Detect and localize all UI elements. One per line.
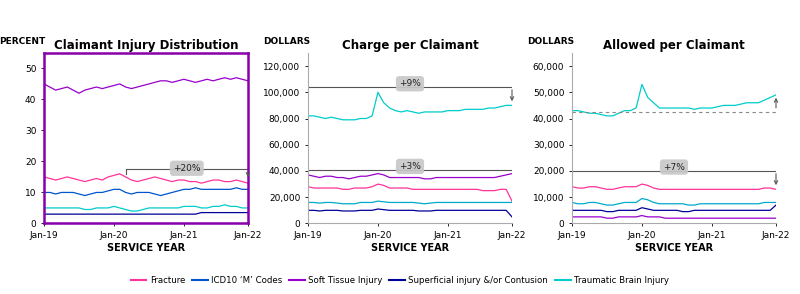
Text: +3%: +3% [399, 162, 421, 171]
Legend: Fracture, ICD10 ‘M’ Codes, Soft Tissue Injury, Superficial injury &/or Contusion: Fracture, ICD10 ‘M’ Codes, Soft Tissue I… [127, 272, 673, 288]
Text: PERCENT: PERCENT [0, 37, 46, 46]
Text: DOLLARS: DOLLARS [527, 37, 574, 46]
Text: +13%: +13% [0, 293, 1, 294]
Title: Allowed per Claimant: Allowed per Claimant [603, 39, 745, 52]
X-axis label: SERVICE YEAR: SERVICE YEAR [371, 243, 449, 253]
Text: +7%: +7% [663, 163, 685, 171]
Title: Charge per Claimant: Charge per Claimant [342, 39, 478, 52]
Title: Claimant Injury Distribution: Claimant Injury Distribution [54, 39, 238, 52]
Text: +9%: +9% [399, 79, 421, 88]
X-axis label: SERVICE YEAR: SERVICE YEAR [635, 243, 713, 253]
Text: DOLLARS: DOLLARS [263, 37, 310, 46]
X-axis label: SERVICE YEAR: SERVICE YEAR [107, 243, 185, 253]
Text: +20%: +20% [173, 164, 201, 173]
